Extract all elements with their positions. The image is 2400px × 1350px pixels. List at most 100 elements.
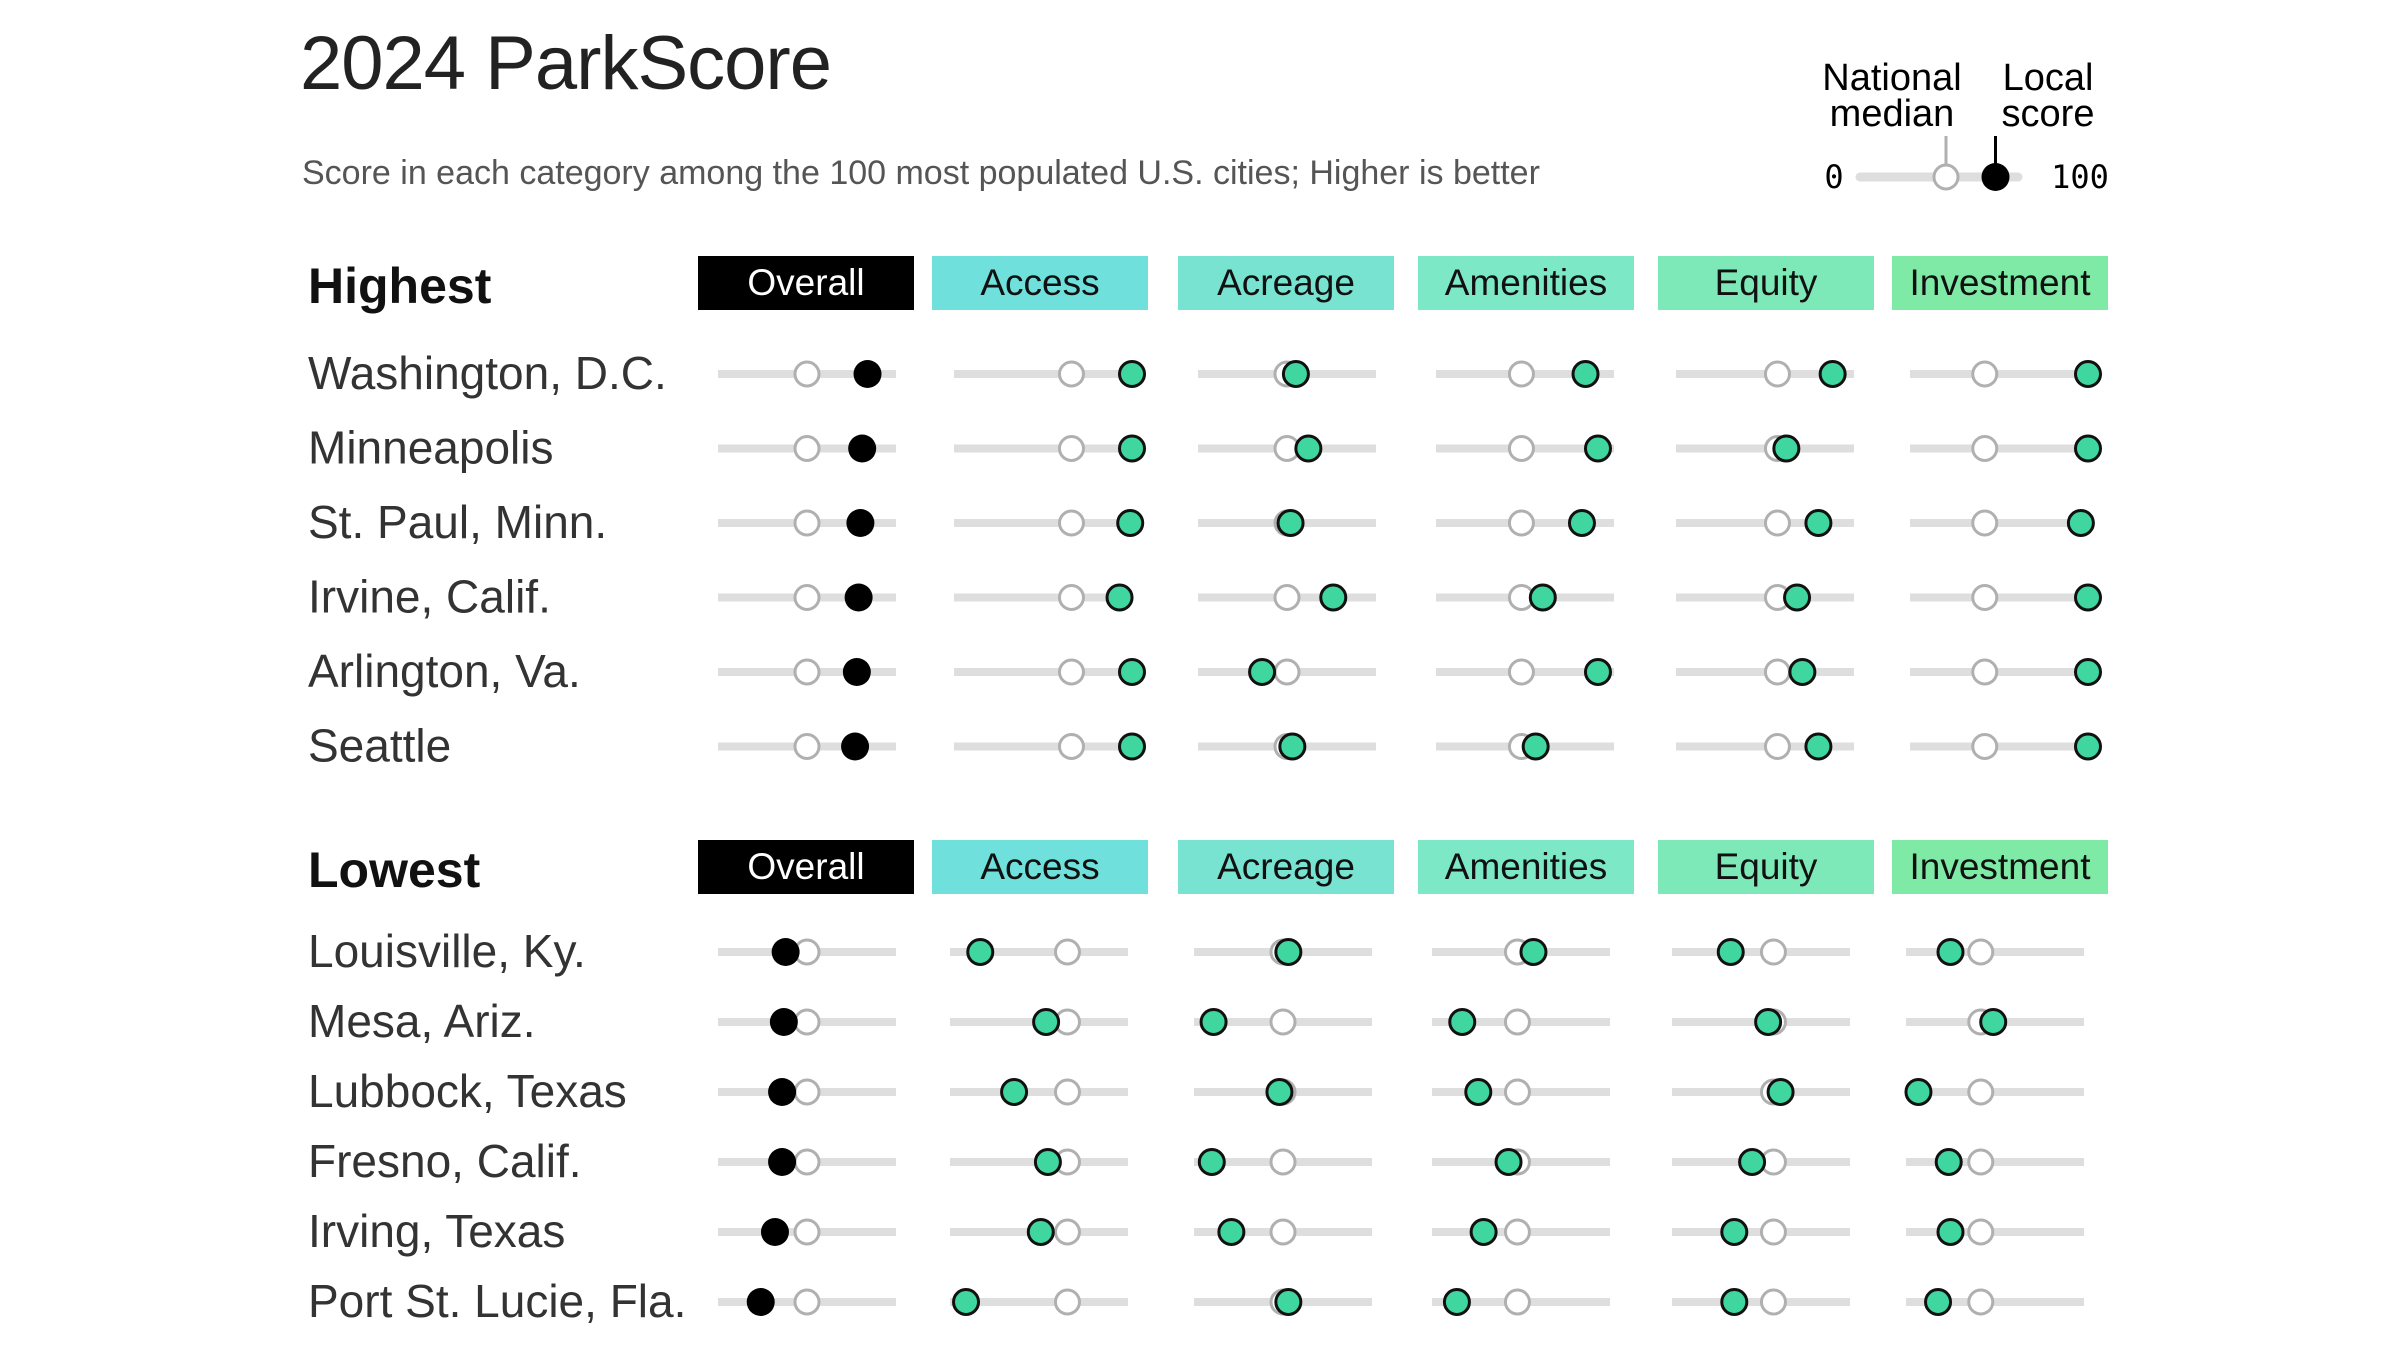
score-dot xyxy=(1494,1148,1523,1176)
header-amenities-highest xyxy=(1418,256,1634,310)
median-dot xyxy=(1057,584,1085,611)
score-dot xyxy=(1720,1218,1749,1246)
median-dot xyxy=(1507,360,1535,388)
score-dot xyxy=(1118,434,1146,463)
median-dot xyxy=(793,435,821,462)
score-dot xyxy=(1116,509,1145,537)
score-dot xyxy=(1720,1288,1749,1316)
median-dot xyxy=(1507,435,1535,462)
header-label-acreage: Acreage xyxy=(1217,262,1355,303)
city-label: St. Paul, Minn. xyxy=(308,496,607,548)
median-dot xyxy=(1763,658,1791,686)
median-dot xyxy=(1269,1008,1297,1036)
score-dot xyxy=(1934,1148,1963,1176)
legend-local-label-line2: score xyxy=(2002,93,2095,135)
median-dot xyxy=(1971,360,1999,388)
median-dot xyxy=(1057,733,1085,760)
city-label: Minneapolis xyxy=(308,422,553,474)
score-dot xyxy=(1464,1078,1493,1106)
score-dot xyxy=(844,583,873,612)
header-label-access: Access xyxy=(980,846,1099,887)
city-label: Irvine, Calif. xyxy=(308,571,551,623)
score-dot xyxy=(2074,732,2102,761)
median-dot xyxy=(1503,1008,1531,1036)
score-dot xyxy=(1583,658,1612,686)
chart-subtitle: Score in each category among the 100 mos… xyxy=(302,154,1540,192)
score-dot xyxy=(1319,583,1348,612)
score-dot xyxy=(2074,658,2102,686)
score-dot xyxy=(1442,1288,1471,1316)
score-dot xyxy=(1519,938,1548,966)
median-dot xyxy=(1763,733,1791,760)
median-dot xyxy=(1967,938,1995,966)
median-dot xyxy=(1273,658,1301,686)
median-dot xyxy=(1763,509,1791,537)
header-acreage-lowest xyxy=(1178,840,1394,894)
score-dot xyxy=(1265,1078,1294,1106)
city-label: Fresno, Calif. xyxy=(308,1135,582,1187)
score-dot xyxy=(769,1008,798,1036)
score-dot xyxy=(2074,434,2102,463)
header-amenities-lowest xyxy=(1418,840,1634,894)
score-dot xyxy=(853,360,882,388)
median-dot xyxy=(1763,360,1791,388)
median-dot xyxy=(1057,509,1085,537)
score-dot xyxy=(1199,1008,1228,1036)
score-dot xyxy=(2074,360,2102,388)
median-dot xyxy=(793,360,821,388)
score-dot xyxy=(1567,509,1596,537)
median-dot xyxy=(1967,1288,1995,1316)
header-label-amenities: Amenities xyxy=(1445,846,1607,887)
score-dot xyxy=(1294,434,1323,463)
score-dot xyxy=(1032,1008,1061,1036)
header-label-investment: Investment xyxy=(1910,846,2092,887)
score-dot xyxy=(1754,1008,1783,1036)
score-dot xyxy=(1217,1218,1246,1246)
score-dot xyxy=(952,1288,981,1316)
median-dot xyxy=(1503,1078,1531,1106)
score-dot xyxy=(1281,360,1310,388)
median-dot xyxy=(1971,435,1999,462)
score-dot xyxy=(768,1148,797,1176)
group-label-lowest: Lowest xyxy=(308,842,481,898)
median-dot xyxy=(1057,360,1085,388)
median-dot xyxy=(1967,1148,1995,1176)
score-dot xyxy=(1248,658,1277,686)
score-dot xyxy=(966,938,995,966)
median-dot xyxy=(1053,1218,1081,1246)
score-dot xyxy=(1521,732,1550,761)
header-investment-highest xyxy=(1892,256,2108,310)
header-label-equity: Equity xyxy=(1715,262,1818,303)
header-access-highest xyxy=(932,256,1148,310)
score-dot xyxy=(1936,1218,1965,1246)
score-dot xyxy=(841,732,870,761)
median-dot xyxy=(1273,584,1301,611)
median-dot xyxy=(1507,509,1535,537)
score-dot xyxy=(1783,583,1812,612)
legend: National median Local score 0 100 xyxy=(1822,57,2109,196)
score-dot xyxy=(1716,938,1745,966)
header-equity-lowest xyxy=(1658,840,1874,894)
score-dot xyxy=(1105,583,1134,612)
score-dot xyxy=(1804,509,1833,537)
header-investment-lowest xyxy=(1892,840,2108,894)
score-dot xyxy=(1274,1288,1303,1316)
legend-median-label-line2: median xyxy=(1830,93,1955,135)
median-dot xyxy=(793,1148,821,1176)
score-dot xyxy=(1278,732,1307,761)
score-dot xyxy=(1904,1078,1933,1106)
median-dot xyxy=(1507,658,1535,686)
score-dot xyxy=(1033,1148,1062,1176)
score-dot xyxy=(1026,1218,1055,1246)
score-dot xyxy=(1571,360,1600,388)
median-dot xyxy=(1057,435,1085,462)
city-label: Port St. Lucie, Fla. xyxy=(308,1275,686,1327)
score-dot xyxy=(1772,434,1801,463)
median-dot xyxy=(1053,938,1081,966)
header-acreage-highest xyxy=(1178,256,1394,310)
legend-local-dot xyxy=(1981,163,2010,191)
median-dot xyxy=(793,658,821,686)
median-dot xyxy=(793,1218,821,1246)
median-dot xyxy=(1053,1078,1081,1106)
